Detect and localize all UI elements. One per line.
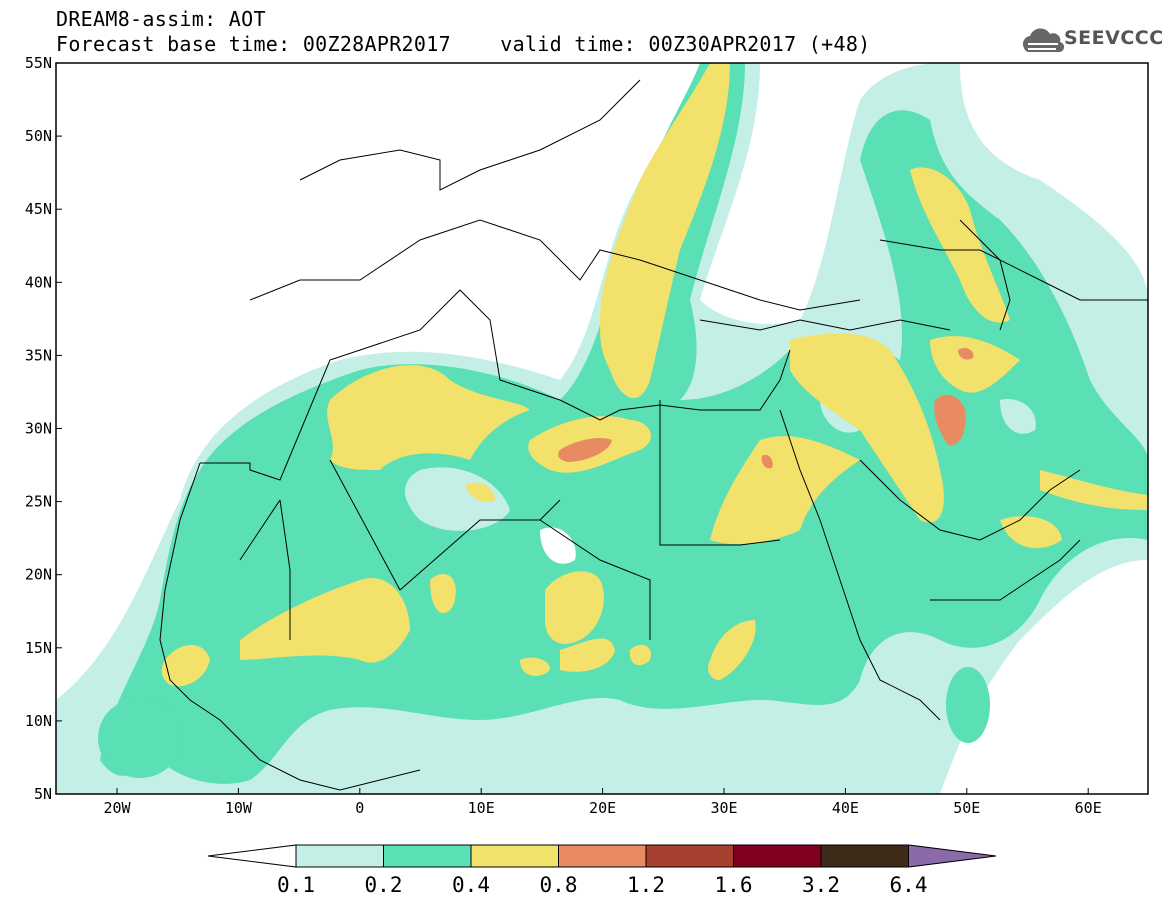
lat-label: 25N [25, 493, 52, 511]
colorbar-label: 1.6 [714, 873, 753, 897]
aot-level-0.8 [558, 347, 974, 469]
aot-field [56, 63, 1148, 794]
coastlines [159, 79, 1148, 791]
colorbar-box [470, 844, 559, 868]
colorbar-box [645, 844, 734, 868]
lon-label: 40E [832, 799, 859, 817]
lat-label: 15N [25, 639, 52, 657]
colorbar-label: 3.2 [802, 873, 840, 897]
colorbar-label: 0.2 [364, 873, 403, 897]
lat-label: 10N [25, 712, 52, 730]
colorbar-box [383, 844, 472, 868]
lat-label: 45N [25, 200, 52, 218]
colorbar-under-triangle [207, 844, 297, 868]
lat-label: 20N [25, 566, 52, 584]
chart-subtitle: Forecast base time: 00Z28APR2017 valid t… [56, 32, 871, 56]
colorbar-box [558, 844, 647, 868]
lat-label: 30N [25, 420, 52, 438]
lon-label: 60E [1075, 799, 1102, 817]
colorbar-over-triangle [908, 844, 997, 868]
lat-label: 55N [25, 54, 52, 72]
colorbar-box [295, 844, 384, 868]
colorbar-label: 0.1 [277, 873, 315, 897]
lat-ticks: 55N 50N 45N 40N 35N 30N 25N 20N 15N 10N 5N [25, 54, 62, 803]
colorbar-box [733, 844, 822, 868]
logo-text: SEEVCCC [1064, 27, 1164, 49]
lon-label: 0 [355, 799, 364, 817]
lon-label: 20E [589, 799, 616, 817]
lon-label: 20W [103, 799, 131, 817]
lat-label: 40N [25, 273, 52, 291]
chart-title: DREAM8-assim: AOT [56, 7, 266, 31]
colorbar-label: 1.2 [627, 873, 665, 897]
lat-label: 5N [34, 785, 52, 803]
seevccc-cloud-logo-icon [1022, 28, 1065, 53]
colorbar-label: 0.8 [539, 873, 578, 897]
lon-label: 30E [710, 799, 737, 817]
lat-label: 50N [25, 127, 52, 145]
colorbar-label: 6.4 [889, 873, 928, 897]
colorbar-label: 0.4 [452, 873, 490, 897]
colorbar-box [820, 844, 909, 868]
lon-label: 50E [953, 799, 980, 817]
lon-label: 10E [468, 799, 495, 817]
lon-ticks: 20W 10W 0 10E 20E 30E 40E 50E 60E [103, 788, 1102, 817]
lat-label: 35N [25, 346, 52, 364]
colorbar [207, 844, 997, 868]
lon-label: 10W [225, 799, 253, 817]
